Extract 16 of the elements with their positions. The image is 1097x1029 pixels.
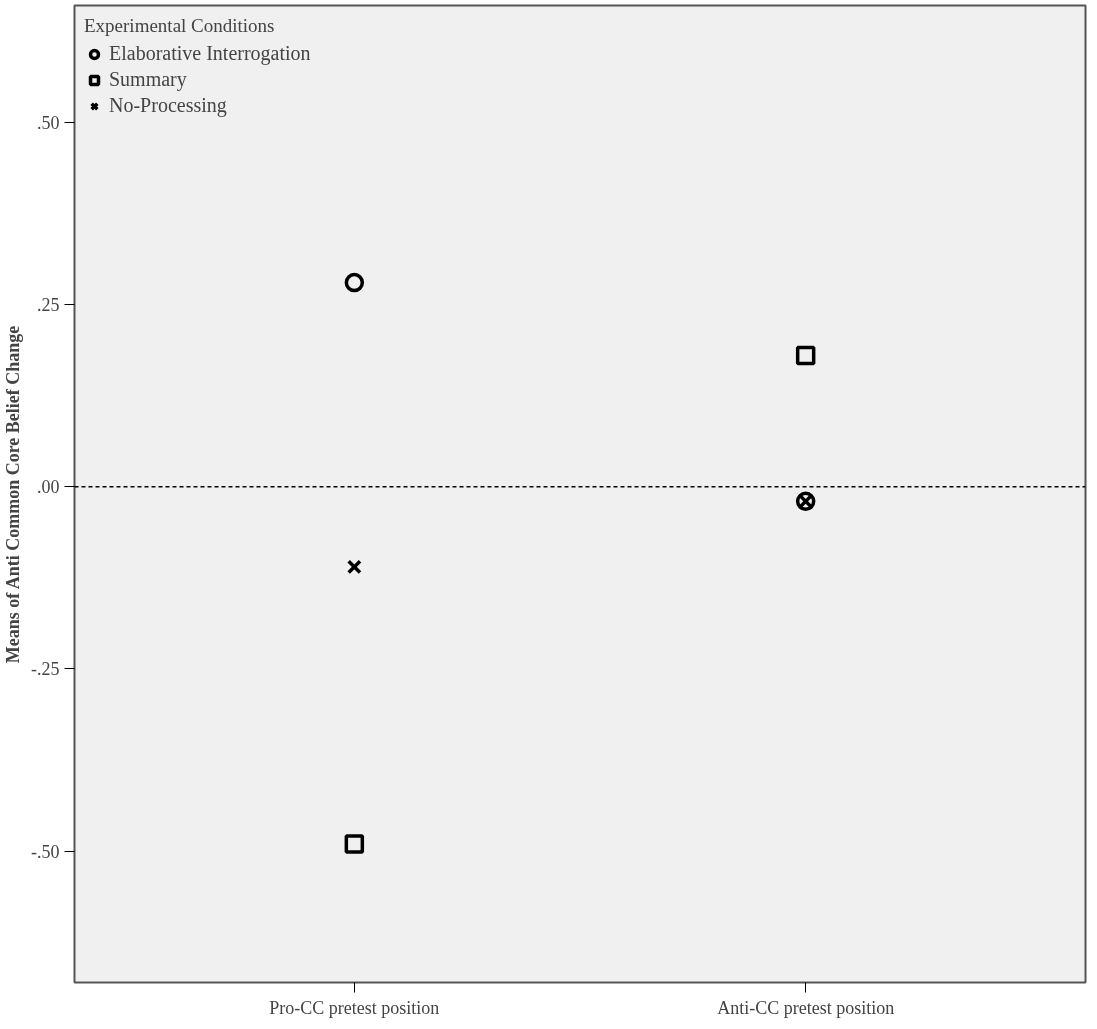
point [795, 345, 816, 366]
legend-label: Summary [109, 68, 187, 91]
y-tick-label: .00 [37, 477, 60, 498]
legend-label: Elaborative Interrogation [109, 42, 311, 65]
y-tick-label: -.50 [31, 841, 60, 862]
point [344, 834, 365, 854]
point [346, 559, 362, 575]
legend-label: No-Processing [109, 94, 227, 117]
y-tick-label: -.25 [31, 659, 60, 680]
y-axis-title: Means of Anti Common Core Belief Change [3, 325, 24, 664]
point [344, 272, 365, 293]
legend-title: Experimental Conditions [84, 15, 276, 37]
y-tick-label: .25 [37, 294, 60, 315]
x-tick-label: Anti-CC pretest position [717, 997, 895, 1018]
y-tick-label: .50 [37, 112, 60, 133]
x-tick-label: Pro-CC pretest position [269, 997, 440, 1018]
